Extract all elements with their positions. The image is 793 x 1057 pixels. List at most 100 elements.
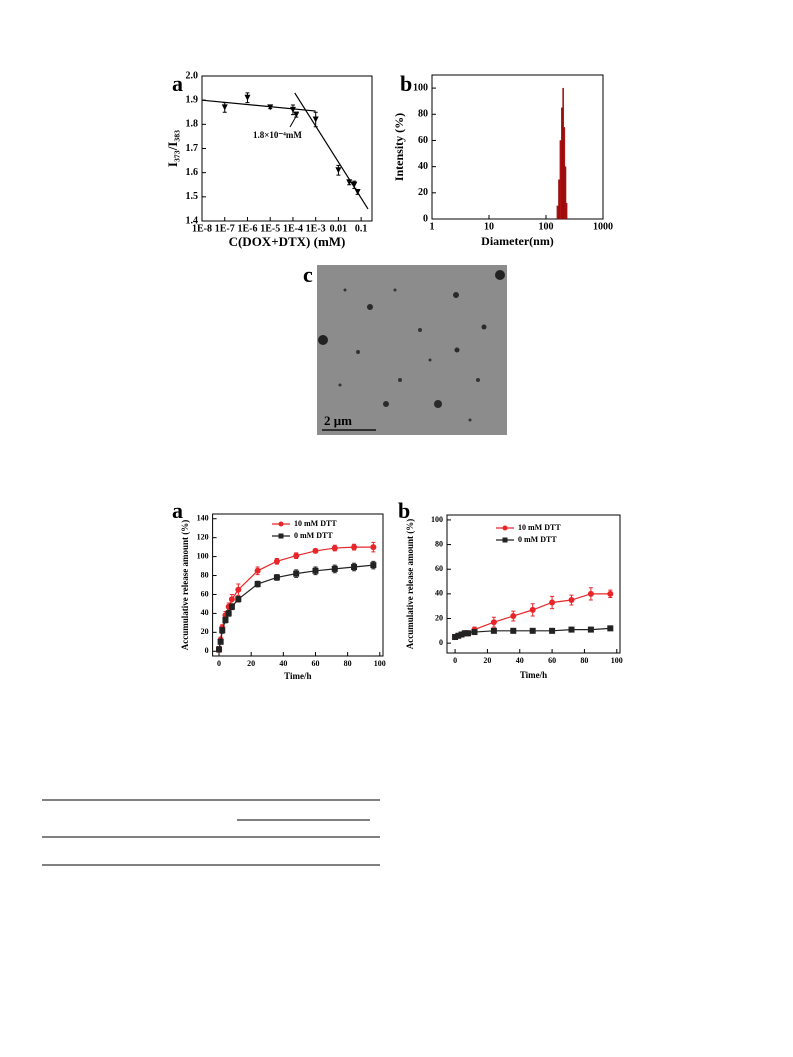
y-tick-label: 2.0	[186, 70, 199, 81]
x-tick-label: 1	[430, 221, 435, 232]
point	[216, 646, 223, 653]
x-axis-label: Time/h	[520, 670, 547, 680]
point	[244, 94, 251, 101]
legend-marker	[278, 533, 284, 539]
point	[510, 627, 517, 634]
panel-label: b	[400, 71, 412, 96]
x-tick-label: 100	[611, 656, 623, 665]
plot-frame	[431, 74, 604, 220]
point	[455, 632, 462, 639]
point	[293, 570, 300, 577]
point	[607, 590, 614, 597]
point	[225, 610, 232, 617]
point	[228, 596, 235, 603]
point	[587, 590, 594, 597]
fit-line	[201, 99, 316, 112]
x-axis-label: C(DOX+DTX) (mM)	[229, 234, 346, 249]
legend-label: 10 mM DTT	[518, 523, 561, 532]
particle	[434, 400, 442, 408]
y-axis-label: Accumulative release amount (%)	[180, 520, 190, 651]
panel-label: b	[398, 498, 410, 523]
table-rules	[42, 799, 380, 866]
particle	[318, 335, 328, 345]
x-tick-label: 1E-5	[260, 223, 280, 234]
point	[471, 629, 478, 636]
x-tick-label: 80	[344, 659, 352, 668]
x-tick-label: 1E-8	[192, 223, 212, 234]
y-tick-label: 80	[201, 570, 209, 579]
point	[607, 625, 614, 632]
tem-image	[317, 265, 507, 435]
bar	[565, 203, 568, 220]
x-tick-label: 1000	[593, 221, 613, 232]
particle	[383, 401, 389, 407]
y-tick-label: 1.7	[186, 143, 199, 154]
panel-label: a	[172, 71, 183, 96]
particle	[454, 347, 460, 353]
y-axis-label: I₃₇₃/I₃₈₃	[165, 130, 180, 167]
x-tick-label: 1E-3	[306, 223, 326, 234]
point	[587, 626, 594, 633]
annotation: 1.8×10⁻⁴mM	[253, 130, 302, 140]
series-line	[218, 546, 374, 650]
point	[568, 597, 575, 604]
x-tick-label: 100	[374, 659, 386, 668]
particle	[481, 324, 487, 330]
particle	[428, 358, 432, 362]
y-tick-label: 60	[435, 564, 443, 573]
y-tick-label: 140	[197, 514, 209, 523]
y-tick-label: 40	[418, 161, 428, 172]
legend-label: 0 mM DTT	[294, 531, 333, 540]
y-tick-label: 0	[423, 213, 428, 224]
legend-marker	[502, 525, 508, 531]
point	[370, 544, 377, 551]
point	[490, 619, 497, 626]
y-tick-label: 100	[197, 551, 209, 560]
point	[273, 558, 280, 565]
point	[549, 627, 556, 634]
y-tick-label: 60	[418, 135, 428, 146]
point	[228, 603, 235, 610]
bar	[558, 179, 561, 220]
legend-marker	[502, 537, 508, 543]
bar	[561, 107, 563, 220]
chart-panel: c 2 μm	[303, 262, 352, 428]
point	[273, 574, 280, 581]
x-tick-label: 20	[483, 656, 491, 665]
x-tick-label: 80	[580, 656, 588, 665]
y-tick-label: 100	[413, 82, 428, 93]
point	[458, 631, 465, 638]
y-tick-label: 1.4	[186, 215, 199, 226]
point	[346, 179, 353, 186]
y-tick-label: 0	[205, 646, 209, 655]
point	[510, 613, 517, 620]
x-tick-label: 40	[516, 656, 524, 665]
y-tick-label: 120	[197, 532, 209, 541]
bar	[564, 166, 567, 220]
point	[331, 565, 338, 572]
y-axis-label: Intensity (%)	[392, 113, 406, 181]
y-tick-label: 20	[435, 613, 443, 622]
chart-panel: b 0 20 40 60 80 100 0 20 40 60 80 100 Time/h Accumulat…	[398, 498, 623, 680]
x-tick-label: 10	[484, 221, 494, 232]
legend-marker	[278, 521, 284, 527]
point	[490, 627, 497, 634]
x-axis-label: Time/h	[284, 671, 311, 681]
y-tick-label: 60	[201, 589, 209, 598]
y-axis-label: Accumulative release amount (%)	[405, 519, 415, 650]
plot-frame	[212, 513, 384, 657]
y-tick-label: 1.5	[186, 191, 199, 202]
point	[312, 567, 319, 574]
plot-frame	[201, 75, 373, 222]
y-tick-label: 0	[439, 638, 443, 647]
point	[351, 181, 358, 188]
point	[267, 104, 274, 111]
point	[529, 606, 536, 613]
chart-panel: a 0 20 40 60 80 100 0 20 40 60 80 100 120 140 Time/h Acc…	[172, 498, 386, 681]
point	[293, 552, 300, 559]
point	[351, 544, 358, 551]
point	[335, 167, 342, 174]
y-tick-label: 80	[418, 109, 428, 120]
